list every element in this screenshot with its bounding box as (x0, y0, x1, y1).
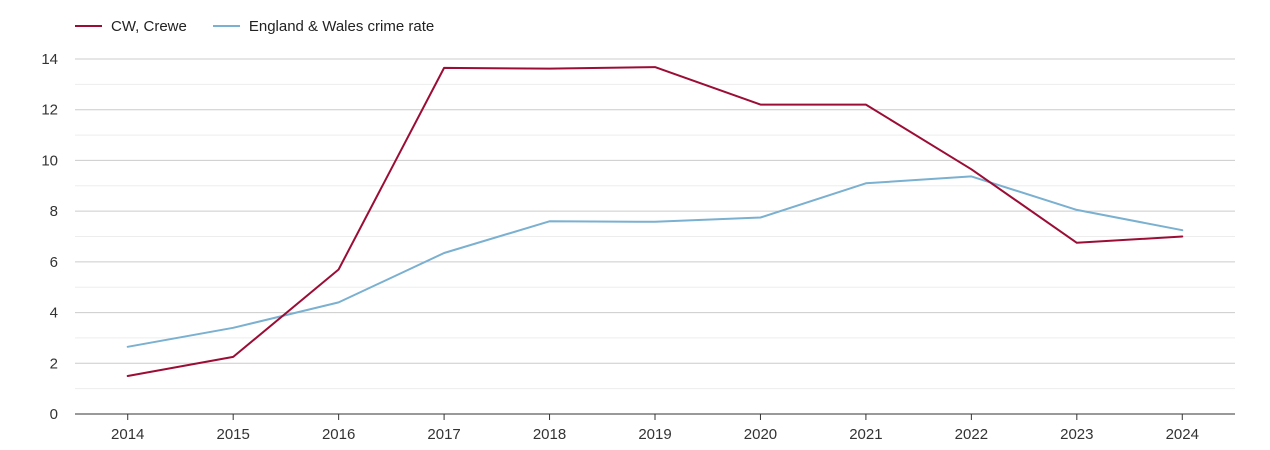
y-tick-label: 14 (41, 51, 58, 68)
x-tick-label: 2014 (111, 426, 144, 443)
x-tick-label: 2023 (1060, 426, 1093, 443)
gridlines (75, 58, 1235, 390)
y-tick-label: 4 (50, 305, 58, 322)
y-axis: 0 2 4 6 8 10 12 14 (41, 51, 58, 423)
y-tick-label: 10 (41, 152, 58, 169)
x-tick-label: 2021 (849, 426, 882, 443)
x-tick-label: 2019 (638, 426, 671, 443)
legend-item-england-wales[interactable]: England & Wales crime rate (212, 17, 435, 35)
series-line-crewe (126, 66, 1184, 377)
y-tick-label: 2 (50, 355, 58, 372)
x-tick-label: 2017 (427, 426, 460, 443)
legend-swatch-england-wales (212, 25, 240, 27)
x-tick-label: 2024 (1166, 426, 1199, 443)
y-tick-label: 0 (50, 406, 58, 423)
x-tick-label: 2016 (322, 426, 355, 443)
y-tick-label: 6 (50, 254, 58, 271)
x-tick-label: 2020 (744, 426, 777, 443)
y-tick-label: 12 (41, 102, 58, 119)
legend-swatch-crewe (75, 25, 102, 27)
series-line-england-wales (126, 175, 1184, 348)
x-axis: 2014 2015 2016 2017 2018 2019 2020 2021 2022 2023… (75, 413, 1235, 443)
x-tick-label: 2022 (955, 426, 988, 443)
series-lines (126, 66, 1184, 377)
x-tick-label: 2018 (533, 426, 566, 443)
chart-legend: CW, Crewe England & Wales crime rate (75, 15, 434, 37)
x-tick-label: 2015 (216, 426, 249, 443)
legend-label-crewe: CW, Crewe (111, 17, 187, 35)
y-tick-label: 8 (50, 203, 58, 220)
legend-item-crewe[interactable]: CW, Crewe (75, 18, 187, 35)
legend-label-england-wales: England & Wales crime rate (248, 17, 435, 35)
